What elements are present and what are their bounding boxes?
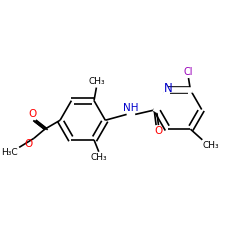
Text: O: O [29, 109, 37, 119]
Text: O: O [25, 139, 33, 149]
Text: Cl: Cl [184, 67, 193, 77]
Text: H₃C: H₃C [1, 148, 18, 157]
Text: CH₃: CH₃ [203, 141, 220, 150]
Text: N: N [164, 82, 172, 95]
Text: CH₃: CH₃ [88, 78, 105, 86]
Text: CH₃: CH₃ [91, 153, 108, 162]
Text: O: O [154, 126, 162, 136]
Text: NH: NH [123, 103, 139, 113]
